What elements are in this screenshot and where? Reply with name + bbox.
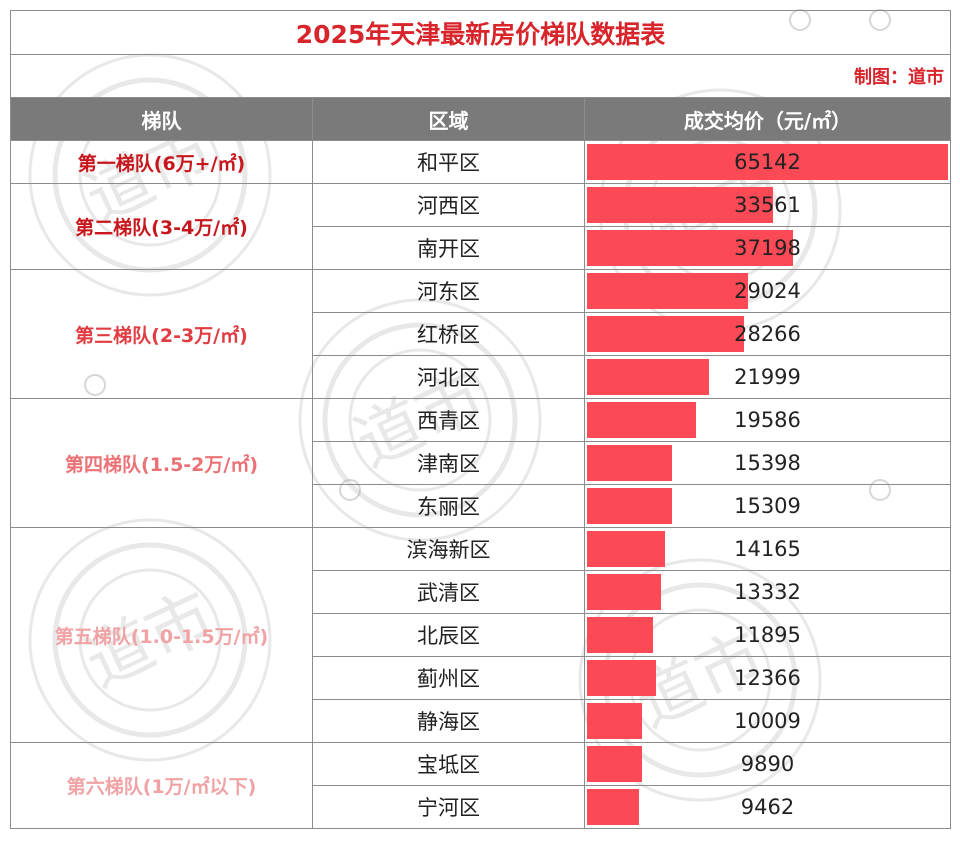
tier-label: 第六梯队(1万/㎡以下): [10, 742, 313, 829]
tier-label: 第四梯队(1.5-2万/㎡): [10, 398, 313, 528]
price-value: 37198: [734, 236, 801, 260]
district-name: 河西区: [312, 183, 585, 227]
price-value: 65142: [734, 150, 801, 174]
district-name: 武清区: [312, 570, 585, 614]
table-row: 第六梯队(1万/㎡以下) 宝坻区 9890: [10, 742, 951, 829]
price-bar: [587, 230, 794, 266]
price-cell: 28266: [584, 312, 951, 356]
price-value: 28266: [734, 322, 801, 346]
price-cell: 9890: [584, 742, 951, 786]
price-bar: [587, 316, 744, 352]
district-name: 红桥区: [312, 312, 585, 356]
district-name: 西青区: [312, 398, 585, 442]
table-row: 静海区 10009: [11, 699, 951, 743]
price-value: 14165: [734, 537, 801, 561]
tier-label: 第一梯队(6万+/㎡): [10, 140, 313, 184]
district-name: 宝坻区: [312, 742, 585, 786]
district-name: 蓟州区: [312, 656, 585, 700]
table-row: 蓟州区 12366: [11, 656, 951, 700]
table-row: 第五梯队(1.0-1.5万/㎡) 滨海新区 14165: [10, 527, 951, 743]
price-cell: 19586: [584, 398, 951, 442]
district-name: 河东区: [312, 269, 585, 313]
district-name: 宁河区: [312, 785, 585, 829]
price-bar: [587, 703, 643, 739]
price-bar: [587, 574, 661, 610]
price-cell: 37198: [584, 226, 951, 270]
district-name: 滨海新区: [312, 527, 585, 571]
header-tier: 梯队: [10, 97, 313, 141]
price-value: 33561: [734, 193, 801, 217]
price-bar: [587, 144, 948, 180]
table-row: 武清区 13332: [11, 570, 951, 614]
table-row: 津南区 15398: [11, 441, 951, 485]
price-value: 9890: [740, 752, 795, 776]
district-name: 东丽区: [312, 484, 585, 528]
price-value: 29024: [734, 279, 801, 303]
price-cell: 65142: [584, 140, 951, 184]
price-bar: [587, 402, 696, 438]
price-bar: [587, 187, 773, 223]
district-name: 静海区: [312, 699, 585, 743]
price-value: 21999: [734, 365, 801, 389]
table-row: 北辰区 11895: [11, 613, 951, 657]
header-price: 成交均价（元/㎡）: [584, 97, 951, 141]
price-tier-table: 2025年天津最新房价梯队数据表 制图：道市 梯队 区域 成交均价（元/㎡） 第…: [10, 10, 951, 829]
price-bar: [587, 746, 642, 782]
price-cell: 14165: [584, 527, 951, 571]
district-name: 和平区: [312, 140, 585, 184]
price-cell: 10009: [584, 699, 951, 743]
price-value: 12366: [734, 666, 801, 690]
header-district: 区域: [312, 97, 585, 141]
price-cell: 15309: [584, 484, 951, 528]
table-row: 南开区 37198: [11, 226, 951, 270]
price-value: 11895: [734, 623, 801, 647]
price-value: 10009: [734, 709, 801, 733]
district-name: 河北区: [312, 355, 585, 399]
price-bar: [587, 660, 656, 696]
table-row: 宁河区 9462: [11, 785, 951, 829]
price-bar: [587, 531, 666, 567]
table-title: 2025年天津最新房价梯队数据表: [10, 10, 951, 55]
tier-label: 第二梯队(3-4万/㎡): [10, 183, 313, 270]
price-tier-table-container: 2025年天津最新房价梯队数据表 制图：道市 梯队 区域 成交均价（元/㎡） 第…: [10, 10, 951, 829]
price-value: 13332: [734, 580, 801, 604]
price-bar: [587, 789, 640, 825]
tier-label: 第三梯队(2-3万/㎡): [10, 269, 313, 399]
district-name: 北辰区: [312, 613, 585, 657]
table-row: 第四梯队(1.5-2万/㎡) 西青区 19586: [10, 398, 951, 528]
price-value: 9462: [740, 795, 795, 819]
price-bar: [587, 273, 748, 309]
price-cell: 13332: [584, 570, 951, 614]
price-bar: [587, 359, 709, 395]
price-bar: [587, 617, 653, 653]
price-cell: 29024: [584, 269, 951, 313]
table-row: 第二梯队(3-4万/㎡) 河西区 33561: [10, 183, 951, 270]
table-body: 第一梯队(6万+/㎡) 和平区 65142 第二梯队(3-4万/㎡) 河西区 33561 南…: [10, 140, 951, 829]
price-cell: 33561: [584, 183, 951, 227]
table-row: 河北区 21999: [11, 355, 951, 399]
table-row: 第一梯队(6万+/㎡) 和平区 65142: [10, 140, 951, 184]
tier-label: 第五梯队(1.0-1.5万/㎡): [10, 527, 313, 743]
price-cell: 15398: [584, 441, 951, 485]
price-cell: 12366: [584, 656, 951, 700]
table-row: 第三梯队(2-3万/㎡) 河东区 29024: [10, 269, 951, 399]
chart-credit: 制图：道市: [10, 54, 951, 98]
price-cell: 21999: [584, 355, 951, 399]
table-row: 红桥区 28266: [11, 312, 951, 356]
price-value: 15309: [734, 494, 801, 518]
header-row: 梯队 区域 成交均价（元/㎡）: [10, 97, 951, 141]
district-name: 津南区: [312, 441, 585, 485]
price-value: 15398: [734, 451, 801, 475]
price-bar: [587, 445, 673, 481]
price-cell: 9462: [584, 785, 951, 829]
price-bar: [587, 488, 672, 524]
price-value: 19586: [734, 408, 801, 432]
district-name: 南开区: [312, 226, 585, 270]
price-cell: 11895: [584, 613, 951, 657]
